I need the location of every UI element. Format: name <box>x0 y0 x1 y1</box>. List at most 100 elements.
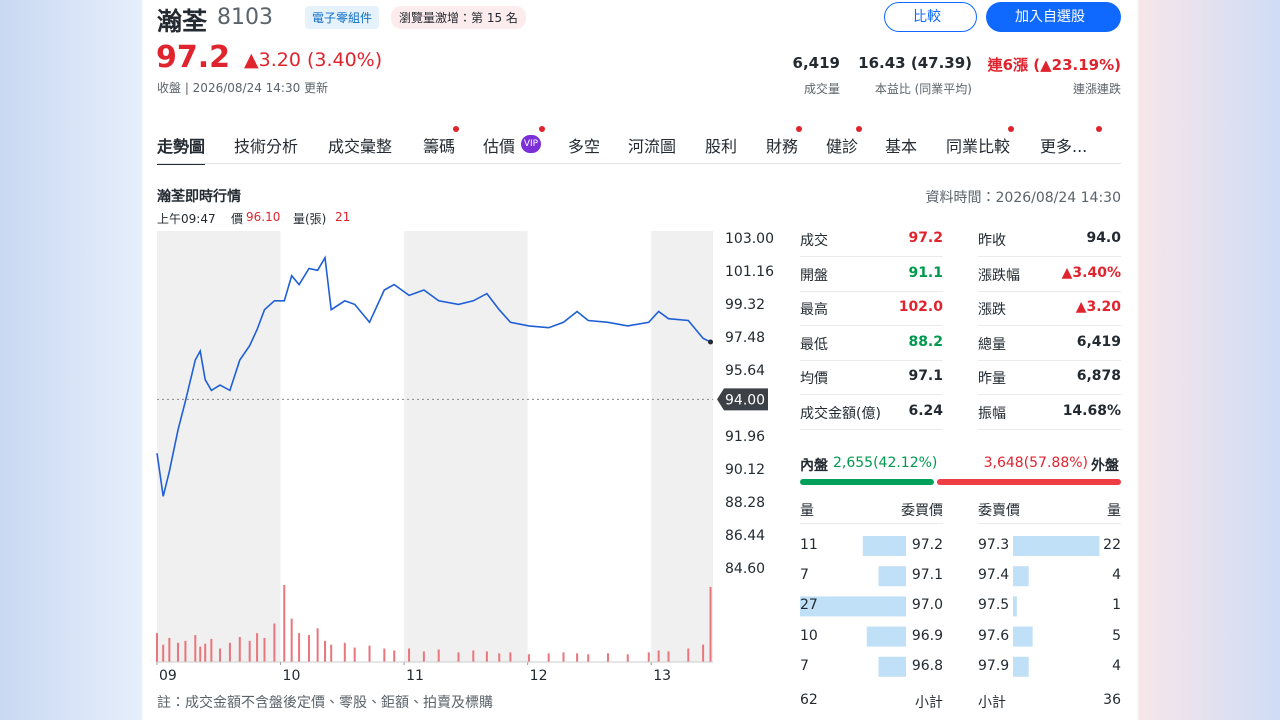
quote-label: 漲跌幅 <box>978 267 1020 284</box>
bid-qty: 7 <box>800 567 809 584</box>
tab[interactable]: 更多... <box>1040 137 1088 156</box>
hover-price-label: 價 <box>231 212 244 226</box>
volume-bar <box>587 654 590 662</box>
x-tick-label: 09 <box>159 668 177 684</box>
quote-status: 收盤 | 2026/08/24 14:30 更新 <box>157 81 329 95</box>
tab[interactable]: 多空 <box>568 137 601 156</box>
ask-qty: 22 <box>1103 537 1121 553</box>
volume-bar <box>248 640 251 662</box>
volume-bar <box>437 649 440 662</box>
quote-label: 開盤 <box>800 267 828 284</box>
quote-value: 94.0 <box>1086 230 1121 246</box>
volume-bar <box>162 644 165 662</box>
ask-price: 97.4 <box>978 567 1010 584</box>
bid-price: 97.1 <box>911 567 943 584</box>
stock-name: 瀚荃 <box>157 7 208 36</box>
tab[interactable]: 走勢圖 <box>157 133 206 165</box>
quote-value: 6.24 <box>908 402 943 419</box>
volume-bar <box>307 635 310 662</box>
tab[interactable]: 成交彙整 <box>328 137 393 156</box>
stat-value: 6,419 <box>792 54 840 72</box>
quote-label: 成交金額(億) <box>800 405 881 422</box>
compare-button[interactable]: 比較 <box>884 2 977 32</box>
ask-bar <box>1013 626 1033 647</box>
volume-bar <box>527 654 530 662</box>
tab-dot <box>453 126 459 132</box>
volume-bar <box>316 628 319 662</box>
x-tick-label: 12 <box>530 668 548 684</box>
tab-dot <box>1008 126 1014 132</box>
row-divider <box>978 325 1121 326</box>
quote-label: 昨收 <box>978 233 1006 249</box>
inner-bar <box>800 479 934 485</box>
tab[interactable]: 同業比較 <box>946 137 1011 156</box>
ask-total: 36 <box>1103 692 1121 708</box>
quote-label: 漲跌 <box>978 302 1006 318</box>
volume-bar <box>383 648 386 662</box>
tab[interactable]: 基本 <box>885 137 918 156</box>
quote-label: 成交 <box>800 233 828 249</box>
row-divider <box>978 256 1121 257</box>
quote-label: 總量 <box>978 336 1006 353</box>
quote-value: ▲3.20 <box>1075 299 1121 315</box>
row-divider <box>800 256 943 257</box>
y-tick-label: 103.00 <box>725 231 774 247</box>
y-tick-label: 95.64 <box>725 363 765 379</box>
tab[interactable]: 籌碼 <box>423 137 456 156</box>
industry-tag[interactable]: 電子零組件 <box>305 6 380 29</box>
ask-price: 97.9 <box>978 657 1010 674</box>
volume-bar <box>330 644 333 662</box>
x-tick-label: 13 <box>653 668 671 684</box>
x-tick-label: 10 <box>283 668 301 684</box>
volume-bar <box>324 640 327 662</box>
tab[interactable]: 健診 <box>826 137 859 156</box>
trend-tag: 瀏覽量激增：第 15 名 <box>391 6 526 29</box>
bid-bar <box>800 596 906 617</box>
volume-bar <box>422 651 425 662</box>
watchlist-button[interactable]: 加入自選股 <box>986 2 1121 32</box>
volume-bar <box>667 651 670 662</box>
volume-bar <box>283 585 286 662</box>
book-header: 委賣價 <box>978 503 1020 519</box>
quote-value: 6,419 <box>1076 333 1121 350</box>
ask-bar <box>1013 536 1100 556</box>
quote-value: ▲3.40% <box>1061 264 1121 281</box>
hover-volume: 21 <box>335 210 351 224</box>
tab[interactable]: 股利 <box>705 137 738 156</box>
volume-bar <box>238 636 241 662</box>
volume-bar <box>509 652 512 662</box>
tab[interactable]: 河流圖 <box>628 137 677 156</box>
section-time: 資料時間：2026/08/24 14:30 <box>925 190 1122 206</box>
quote-value: 97.1 <box>908 368 943 384</box>
bid-bar <box>866 626 906 647</box>
quote-label: 振幅 <box>978 405 1006 422</box>
bid-qty: 10 <box>800 627 818 644</box>
time-band <box>157 231 281 662</box>
tab[interactable]: 技術分析 <box>234 137 299 156</box>
volume-bar <box>687 648 690 662</box>
tab-dot <box>856 126 862 132</box>
quote-label: 昨量 <box>978 371 1006 387</box>
quote-value: 88.2 <box>908 333 943 350</box>
volume-bar <box>177 642 180 662</box>
y-tick-label: 88.28 <box>725 495 765 511</box>
bid-bar <box>878 656 906 677</box>
content-panel <box>143 0 1137 720</box>
hover-time: 上午09:47 <box>157 212 216 226</box>
book-header: 委買價 <box>901 503 943 519</box>
tab-divider <box>157 163 1121 164</box>
time-band <box>651 231 713 662</box>
row-divider <box>978 290 1121 292</box>
volume-bar <box>408 648 411 662</box>
quote-value: 102.0 <box>898 299 943 315</box>
tab[interactable]: 財務 <box>766 137 799 156</box>
quote-label: 均價 <box>800 371 828 387</box>
y-tick-label: 91.96 <box>725 429 765 445</box>
row-divider <box>800 359 943 361</box>
book-header: 量 <box>800 503 814 519</box>
tab[interactable]: 估價 <box>483 137 516 156</box>
row-divider <box>800 325 943 326</box>
